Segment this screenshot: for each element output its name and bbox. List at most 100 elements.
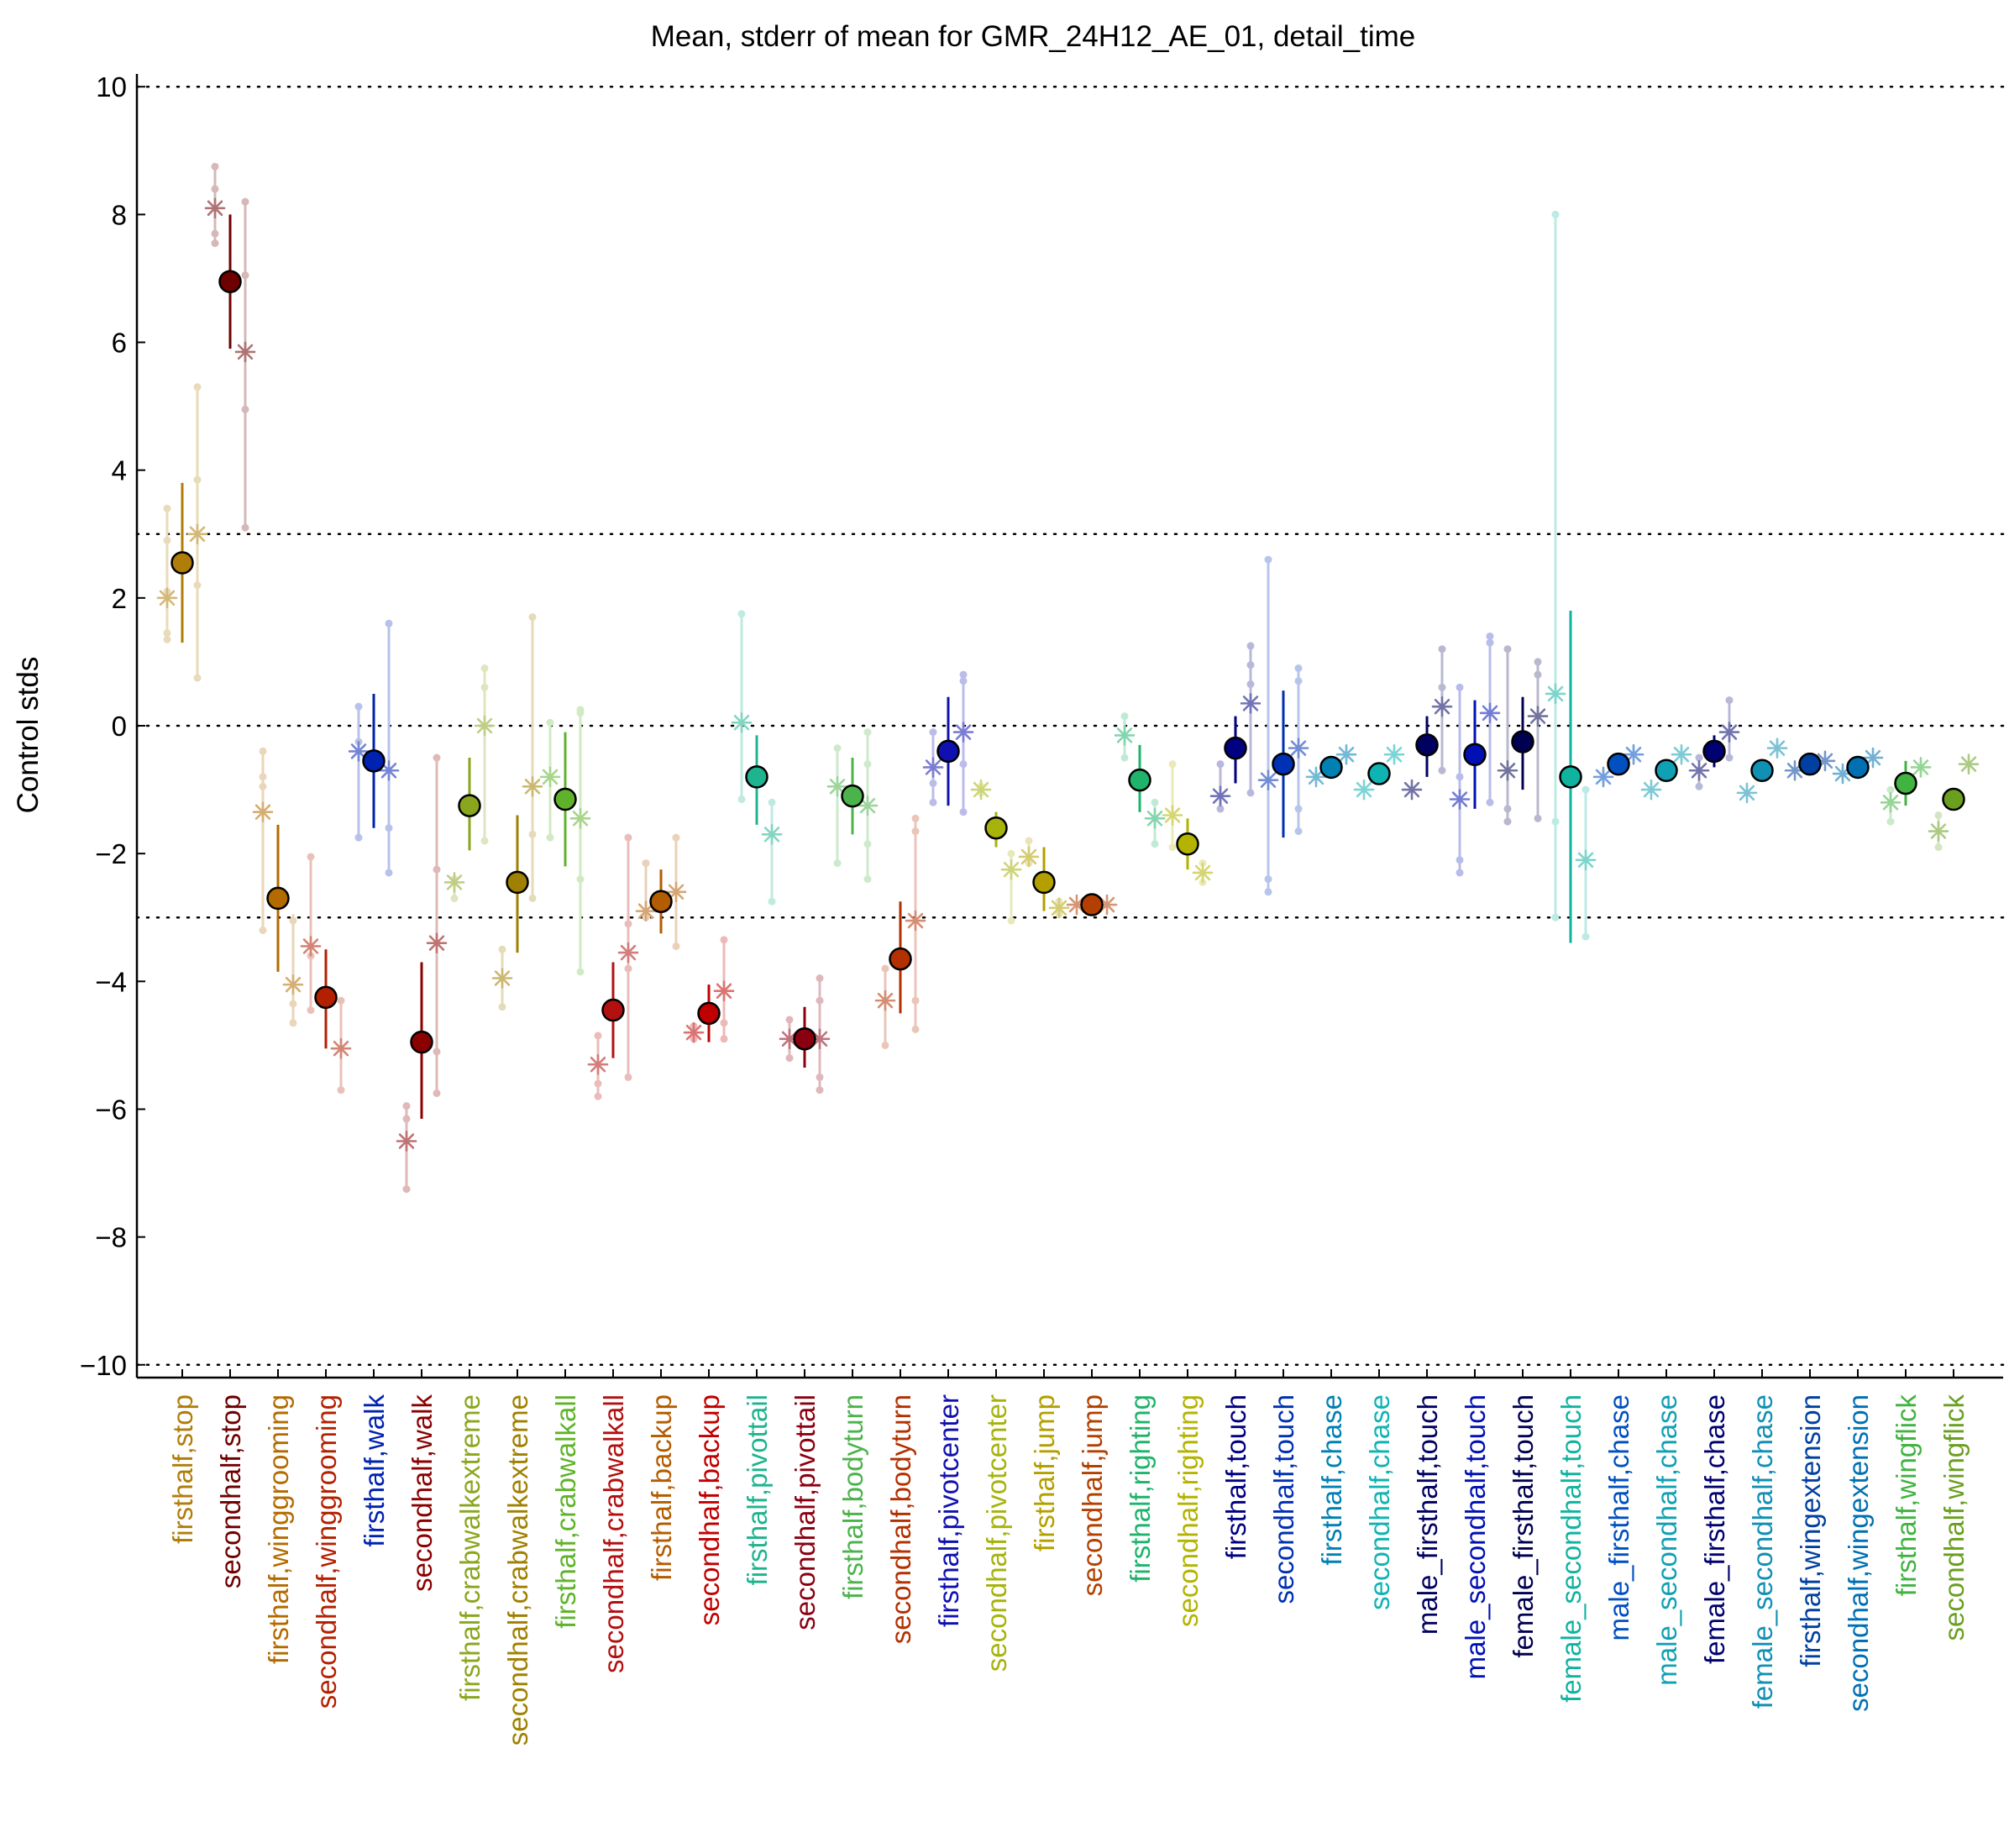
star-stroke — [1403, 781, 1420, 798]
star-stroke — [494, 970, 511, 986]
star-marker — [474, 715, 496, 737]
replicate-dot — [816, 974, 824, 983]
star-stroke — [1290, 740, 1307, 756]
star-marker — [874, 990, 896, 1011]
replicate-dot — [1216, 760, 1225, 769]
replicate-dot — [1007, 849, 1015, 858]
star-stroke — [524, 779, 541, 795]
star-stroke — [1529, 708, 1546, 724]
replicate-dot — [785, 1054, 794, 1063]
mean-marker — [314, 985, 338, 1010]
mean-marker — [1607, 752, 1630, 776]
category-marks — [491, 613, 543, 1011]
star-stroke — [1308, 769, 1324, 785]
star-marker — [1257, 769, 1279, 790]
star-marker — [1766, 738, 1788, 759]
replicate-dot — [594, 1092, 602, 1100]
replicate-dot — [624, 1073, 632, 1081]
replicate-dot — [833, 744, 842, 753]
star-marker — [1910, 757, 1932, 778]
replicate-dot — [1456, 856, 1464, 864]
star-marker — [1688, 759, 1710, 781]
replicate-dot — [1534, 658, 1542, 666]
replicate-dot — [1486, 798, 1494, 806]
replicate-dot — [576, 706, 585, 714]
category-marks — [1640, 743, 1692, 801]
star-marker — [1671, 743, 1692, 765]
star-marker — [1209, 785, 1231, 806]
star-marker — [1479, 702, 1501, 724]
mean-marker — [793, 1027, 816, 1051]
star-marker — [1928, 821, 1949, 842]
y-axis-ticks: −10 −8 −6 −4 −2 0 2 4 6 8 10 — [80, 71, 145, 1381]
replicate-dot — [1294, 827, 1303, 836]
replicate-dot — [1120, 753, 1129, 762]
mean-marker — [936, 739, 960, 764]
star-stroke — [1020, 848, 1037, 865]
x-tick-label: secondhalf,backup — [694, 1394, 725, 1625]
replicate-dot — [576, 875, 585, 884]
category-marks — [204, 162, 256, 532]
star-marker — [443, 872, 465, 893]
replicate-dot — [433, 1089, 441, 1097]
replicate-dot — [929, 798, 937, 806]
category-marks — [1066, 893, 1118, 916]
star-marker — [1623, 743, 1644, 765]
replicate-dot — [259, 747, 267, 755]
star-stroke — [685, 1024, 702, 1041]
replicate-dot — [385, 869, 393, 877]
replicate-dot — [1886, 785, 1895, 794]
star-stroke — [859, 797, 876, 814]
replicate-dot — [1695, 753, 1703, 762]
x-tick-label: firsthalf,pivotcenter — [933, 1394, 964, 1627]
star-stroke — [1386, 747, 1403, 763]
star-stroke — [1769, 740, 1786, 756]
star-stroke — [1434, 698, 1450, 715]
replicate-dot — [1456, 683, 1464, 691]
replicate-dot — [1438, 645, 1446, 654]
star-stroke — [1068, 896, 1085, 913]
replicate-dot — [720, 1019, 728, 1027]
category-marks — [1305, 743, 1357, 788]
replicate-dot — [1934, 843, 1943, 852]
category-marks — [1257, 555, 1309, 896]
replicate-dot — [911, 827, 920, 836]
replicate-dot — [1007, 916, 1015, 925]
mean-marker — [1511, 730, 1534, 753]
star-marker — [491, 968, 513, 989]
star-stroke — [1625, 747, 1642, 763]
replicate-dot — [163, 635, 171, 643]
star-stroke — [1643, 781, 1660, 798]
replicate-dot — [624, 920, 632, 928]
star-stroke — [1882, 795, 1899, 811]
axes — [135, 74, 2003, 1379]
star-marker — [282, 974, 304, 995]
x-tick-label: firsthalf,pivottail — [742, 1394, 773, 1585]
y-tick-label: 4 — [112, 455, 127, 486]
star-stroke — [1164, 807, 1181, 823]
star-marker — [857, 795, 879, 816]
replicate-dot — [1503, 817, 1512, 826]
star-marker — [1018, 846, 1040, 868]
replicate-dot — [337, 996, 345, 1005]
replicate-dot — [307, 1006, 315, 1015]
star-stroke — [1051, 900, 1067, 916]
x-tick-label: male_secondhalf,touch — [1460, 1394, 1491, 1679]
replicate-dot — [193, 475, 202, 484]
replicate-dot — [1551, 817, 1560, 826]
replicate-dot — [528, 830, 537, 838]
category-marks — [1353, 743, 1405, 801]
category-marks — [874, 814, 926, 1049]
replicate-dot — [259, 773, 267, 781]
x-tick-label: firsthalf,chase — [1316, 1394, 1347, 1566]
category-marks — [1928, 753, 1980, 852]
replicate-dot — [480, 837, 489, 845]
star-stroke — [302, 938, 319, 954]
star-marker — [731, 711, 753, 733]
star-stroke — [1691, 763, 1707, 779]
replicate-dot — [480, 664, 489, 673]
y-tick-label: 6 — [112, 328, 127, 359]
x-tick-label: female_firsthalf,chase — [1699, 1394, 1730, 1664]
mean-marker — [170, 551, 194, 575]
x-tick-label: secondhalf,chase — [1364, 1394, 1395, 1610]
